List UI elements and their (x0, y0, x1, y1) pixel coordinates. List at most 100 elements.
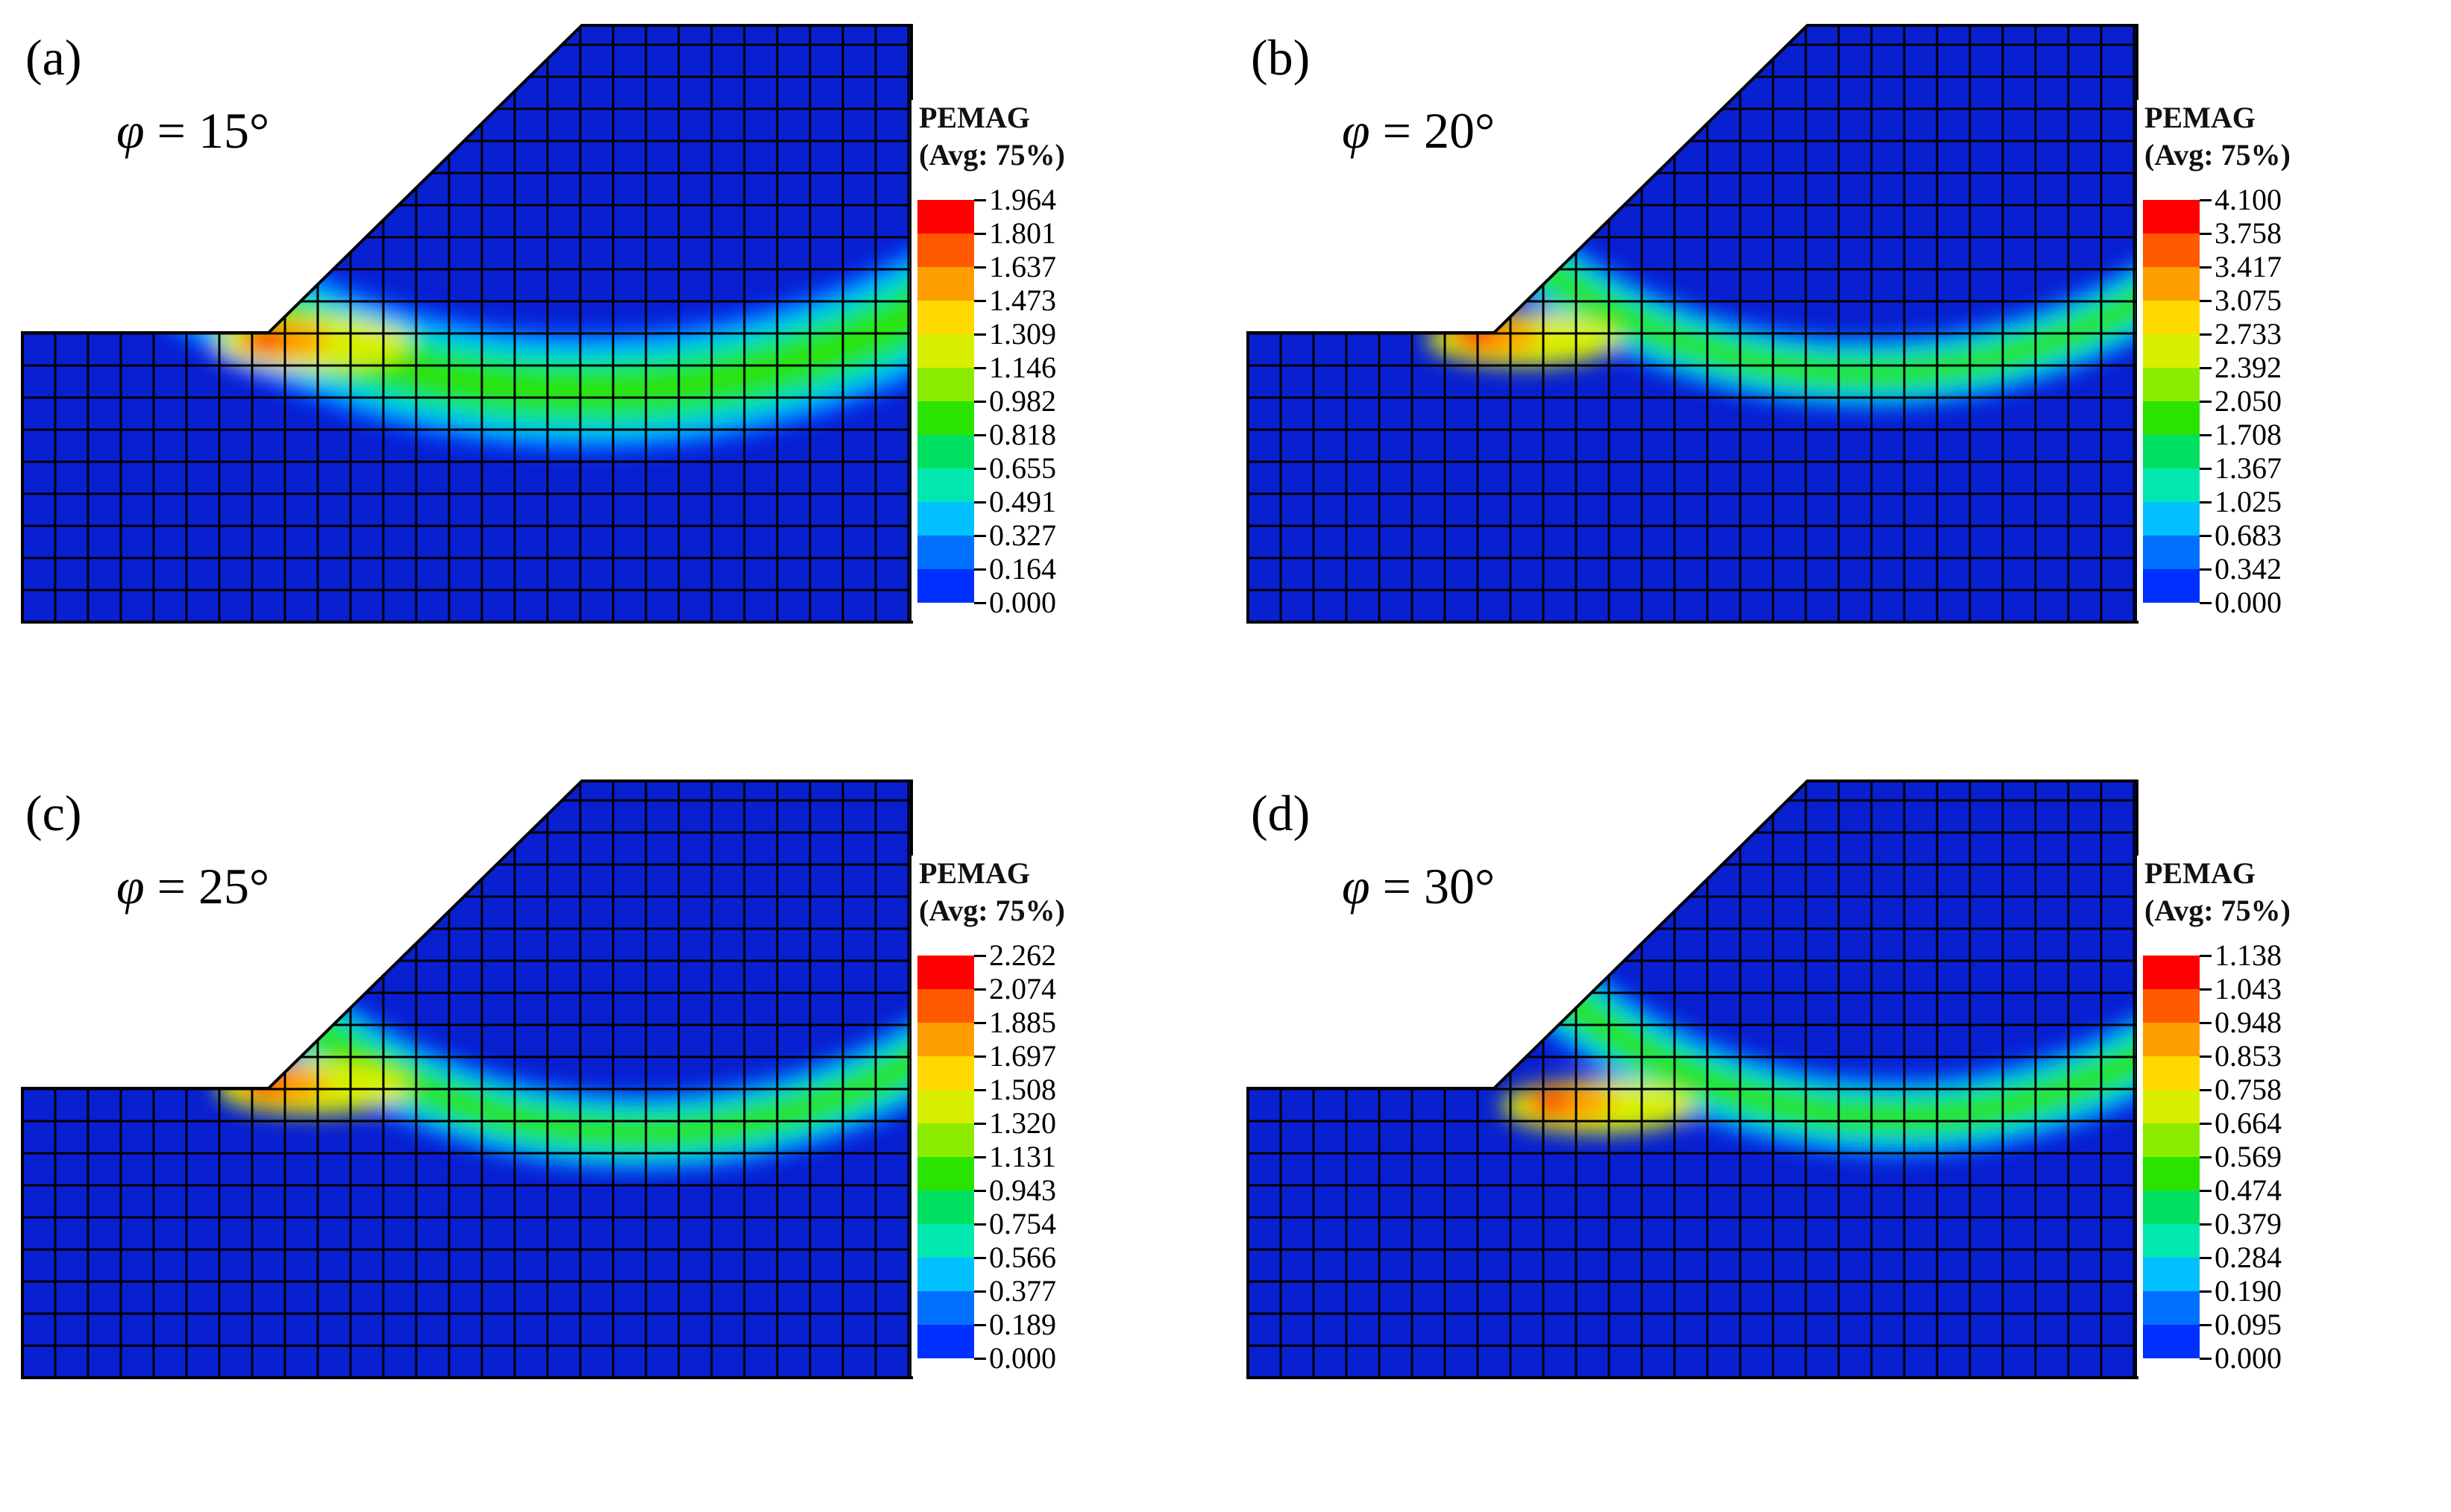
legend-value: 3.075 (2215, 283, 2282, 317)
legend-tick (2200, 333, 2212, 336)
legend-tick (974, 501, 986, 504)
legend-tick (2200, 1022, 2212, 1024)
legend-tick (2200, 367, 2212, 369)
phi-symbol: φ (1342, 102, 1370, 159)
legend-value: 0.655 (989, 451, 1056, 485)
legend-tick (974, 367, 986, 369)
legend-value: 1.508 (989, 1073, 1056, 1106)
legend-swatch (2143, 1325, 2200, 1358)
contour-ring-5 (22, 25, 911, 411)
legend-value: 2.074 (989, 972, 1056, 1006)
legend-tick (974, 1022, 986, 1024)
legend-value: 2.733 (2215, 317, 2282, 351)
legend-tick (974, 401, 986, 403)
legend-title: PEMAG (2144, 101, 2256, 134)
legend-tick (2200, 1089, 2212, 1091)
legend-tick (2200, 300, 2212, 302)
legend-tick (2200, 468, 2212, 470)
legend-swatch (917, 267, 974, 301)
legend-tick (2200, 501, 2212, 504)
legend-swatch (917, 200, 974, 233)
legend-tick (2200, 1123, 2212, 1125)
legend-tick (974, 955, 986, 957)
legend-swatch (917, 468, 974, 502)
legend-value: 0.664 (2215, 1106, 2282, 1140)
legend-tick (974, 199, 986, 201)
legend-title: PEMAG (919, 101, 1030, 134)
legend-tick (974, 333, 986, 336)
friction-angle-label: φ = 15° (116, 101, 269, 160)
legend-tick (974, 1324, 986, 1326)
legend-tick (974, 468, 986, 470)
contour-panel-c: (c) φ = 25° PEMAG (Avg: 75%) 2.262 2.074 1… (0, 756, 1226, 1511)
contour-panel-a: (a) φ = 15° PEMAG (Avg: 75%) 1.964 1.801 1… (0, 0, 1226, 756)
legend-tick (2200, 1055, 2212, 1058)
legend-value: 0.683 (2215, 518, 2282, 552)
panel-label: (d) (1251, 785, 1311, 841)
phi-value: = 25° (144, 858, 270, 915)
friction-angle-label: φ = 25° (116, 857, 269, 916)
contour-panel-b: (b) φ = 20° PEMAG (Avg: 75%) 4.100 3.758 3… (1226, 0, 2451, 756)
panel-label: (c) (25, 785, 82, 841)
legend-swatch (2143, 401, 2200, 435)
legend-value: 0.189 (989, 1308, 1056, 1341)
legend-subtitle: (Avg: 75%) (2144, 138, 2291, 172)
legend-swatch (917, 401, 974, 435)
legend-swatch (2143, 267, 2200, 301)
legend-swatch (917, 1023, 974, 1056)
legend-tick (974, 1257, 986, 1259)
shear-band (1337, 781, 2137, 1158)
legend-tick (974, 1358, 986, 1360)
slope-mesh (21, 779, 913, 1379)
legend-swatch (2143, 502, 2200, 536)
legend-value: 0.190 (2215, 1274, 2282, 1308)
legend-swatch (2143, 468, 2200, 502)
legend-value: 0.818 (989, 418, 1056, 451)
toe-strain-max (1457, 323, 1496, 347)
slope-outline (1246, 779, 2138, 1379)
legend-swatch (917, 301, 974, 334)
legend-swatch (917, 1291, 974, 1325)
legend-value: 0.379 (2215, 1207, 2282, 1240)
legend-swatch (2143, 368, 2200, 401)
legend-value: 0.000 (2215, 1341, 2282, 1375)
legend-value: 4.100 (2215, 183, 2282, 216)
slope-outline (21, 24, 913, 624)
legend-swatch (2143, 1191, 2200, 1224)
legend-value: 0.982 (989, 384, 1056, 418)
legend-value: 1.138 (2215, 938, 2282, 972)
legend-value: 1.801 (989, 216, 1056, 250)
legend-value: 0.284 (2215, 1240, 2282, 1274)
legend-swatch (917, 1258, 974, 1291)
legend-swatch (2143, 233, 2200, 267)
legend-swatch (2143, 200, 2200, 233)
contour-ring-5 (1366, 781, 2137, 1130)
legend-swatch (917, 1325, 974, 1358)
friction-angle-label: φ = 30° (1342, 857, 1495, 916)
legend-value: 1.964 (989, 183, 1056, 216)
legend-value: 1.146 (989, 351, 1056, 384)
legend-tick (974, 602, 986, 604)
legend-tick (2200, 955, 2212, 957)
legend-value: 0.095 (2215, 1308, 2282, 1341)
phi-symbol: φ (116, 102, 145, 159)
legend-tick (974, 535, 986, 537)
contour-ring-5 (1304, 25, 2137, 384)
legend-tick (2200, 1290, 2212, 1293)
legend-value: 0.758 (2215, 1073, 2282, 1106)
slope-mesh (21, 24, 913, 624)
legend-tick (974, 1156, 986, 1158)
legend-value: 0.474 (2215, 1173, 2282, 1207)
legend-swatch (2143, 1224, 2200, 1258)
legend-tick (2200, 1358, 2212, 1360)
legend-value: 1.320 (989, 1106, 1056, 1140)
legend-title: PEMAG (919, 856, 1030, 890)
legend-value: 1.043 (2215, 972, 2282, 1006)
legend-swatch (2143, 334, 2200, 368)
legend-value: 1.637 (989, 250, 1056, 283)
legend-tick (2200, 1257, 2212, 1259)
legend-title: PEMAG (2144, 856, 2256, 890)
legend-value: 1.697 (989, 1039, 1056, 1073)
legend-value: 3.758 (2215, 216, 2282, 250)
legend-subtitle: (Avg: 75%) (919, 894, 1065, 927)
